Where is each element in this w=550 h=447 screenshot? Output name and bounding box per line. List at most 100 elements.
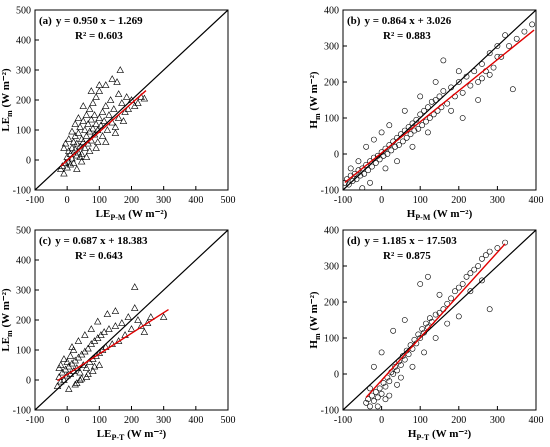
x-axis-label-unit: (W m⁻²) bbox=[125, 208, 167, 220]
y-tick-label: 300 bbox=[16, 66, 31, 77]
plot-area bbox=[35, 230, 228, 410]
chart-panel-1: -100 0 100 200 300 400 -100 0 100 200 300 400 (b) y =… bbox=[308, 6, 544, 223]
data-point bbox=[367, 158, 373, 165]
data-point bbox=[363, 143, 370, 150]
data-point bbox=[89, 367, 97, 374]
data-point bbox=[455, 284, 462, 291]
data-point bbox=[367, 385, 373, 392]
data-point bbox=[378, 129, 385, 136]
panel-label: (b) bbox=[347, 15, 361, 27]
data-point bbox=[486, 50, 493, 57]
y-tick-label: -100 bbox=[321, 186, 339, 197]
x-axis-label-unit: (W m⁻²) bbox=[429, 428, 471, 440]
data-point bbox=[355, 158, 362, 165]
data-point bbox=[114, 90, 123, 97]
data-point bbox=[444, 320, 451, 327]
data-point bbox=[467, 82, 474, 89]
data-point bbox=[84, 344, 92, 352]
data-point bbox=[105, 325, 113, 332]
data-point bbox=[452, 288, 458, 295]
data-point bbox=[111, 129, 120, 136]
data-point bbox=[376, 156, 383, 163]
data-point bbox=[89, 99, 97, 106]
x-axis-label-unit: (W m⁻²) bbox=[430, 208, 472, 220]
x-axis-label-unit: (W m⁻²) bbox=[124, 428, 166, 440]
data-point bbox=[84, 370, 92, 377]
data-point bbox=[378, 349, 385, 356]
x-tick-label: -100 bbox=[26, 415, 44, 426]
y-axis-label-unit: (W m⁻²) bbox=[308, 71, 320, 113]
data-point bbox=[419, 122, 426, 129]
data-point bbox=[423, 320, 429, 327]
data-point bbox=[432, 311, 439, 318]
y-tick-label: -100 bbox=[13, 406, 31, 417]
data-point bbox=[529, 21, 536, 28]
data-point bbox=[423, 118, 429, 125]
data-point bbox=[359, 165, 366, 172]
x-tick-label: 200 bbox=[124, 415, 139, 426]
data-point bbox=[74, 114, 83, 121]
data-point bbox=[74, 129, 83, 136]
data-point bbox=[396, 358, 402, 365]
data-point bbox=[455, 68, 462, 75]
x-tick-label: 400 bbox=[529, 415, 544, 426]
data-point bbox=[100, 117, 108, 124]
data-point bbox=[382, 396, 389, 403]
one-to-one-line bbox=[35, 230, 228, 410]
data-point bbox=[486, 248, 493, 255]
data-point bbox=[60, 169, 68, 177]
data-point bbox=[409, 143, 416, 150]
data-point bbox=[147, 313, 155, 320]
data-point bbox=[363, 399, 370, 406]
equation-formula: y = 0.864 x + 3.026 bbox=[364, 15, 451, 27]
data-point bbox=[94, 138, 102, 145]
y-tick-label: 100 bbox=[16, 346, 31, 357]
equation-formula: y = 1.185 x − 17.503 bbox=[364, 235, 457, 247]
data-point bbox=[411, 127, 418, 134]
data-point bbox=[369, 163, 375, 170]
data-point bbox=[509, 86, 516, 93]
data-point bbox=[475, 263, 481, 269]
x-tick-label: -100 bbox=[26, 195, 44, 206]
data-point bbox=[444, 100, 451, 107]
data-point bbox=[403, 134, 410, 141]
panel-label: (a) bbox=[39, 15, 52, 27]
y-tick-label: 0 bbox=[26, 156, 31, 167]
data-point bbox=[482, 252, 489, 259]
equation-text: (c) y = 0.687 x + 18.383 bbox=[39, 235, 148, 247]
y-axis-label: LEm (W m⁻²) bbox=[0, 288, 14, 352]
data-point bbox=[55, 364, 63, 371]
data-point bbox=[106, 96, 115, 103]
data-point bbox=[60, 144, 68, 151]
data-point bbox=[479, 255, 485, 262]
regression-line bbox=[57, 308, 169, 382]
data-point bbox=[411, 336, 418, 343]
x-axis-label-sub: P-T bbox=[111, 433, 125, 442]
y-tick-label: 200 bbox=[324, 78, 339, 89]
x-axis-label-main: LE bbox=[96, 208, 111, 220]
data-point bbox=[127, 325, 136, 332]
data-point bbox=[372, 389, 379, 395]
data-point bbox=[490, 64, 497, 71]
data-point bbox=[459, 281, 466, 287]
data-point bbox=[467, 288, 474, 295]
y-axis-label-sub: m bbox=[313, 113, 322, 120]
data-point bbox=[105, 111, 113, 118]
data-point bbox=[73, 165, 81, 172]
data-point bbox=[388, 147, 395, 154]
data-point bbox=[118, 99, 126, 106]
x-tick-label: 500 bbox=[221, 195, 236, 206]
data-point bbox=[426, 315, 433, 322]
data-point bbox=[370, 363, 377, 370]
data-point bbox=[455, 313, 462, 320]
equation-text: (a) y = 0.950 x − 1.269 bbox=[39, 15, 143, 27]
data-point bbox=[102, 81, 110, 88]
data-point bbox=[521, 28, 528, 35]
data-point bbox=[94, 317, 102, 325]
y-tick-label: 100 bbox=[16, 126, 31, 137]
y-axis-label-main: H bbox=[308, 120, 320, 129]
x-tick-label: 100 bbox=[92, 415, 107, 426]
data-point bbox=[159, 313, 168, 320]
y-tick-label: 500 bbox=[16, 6, 31, 17]
